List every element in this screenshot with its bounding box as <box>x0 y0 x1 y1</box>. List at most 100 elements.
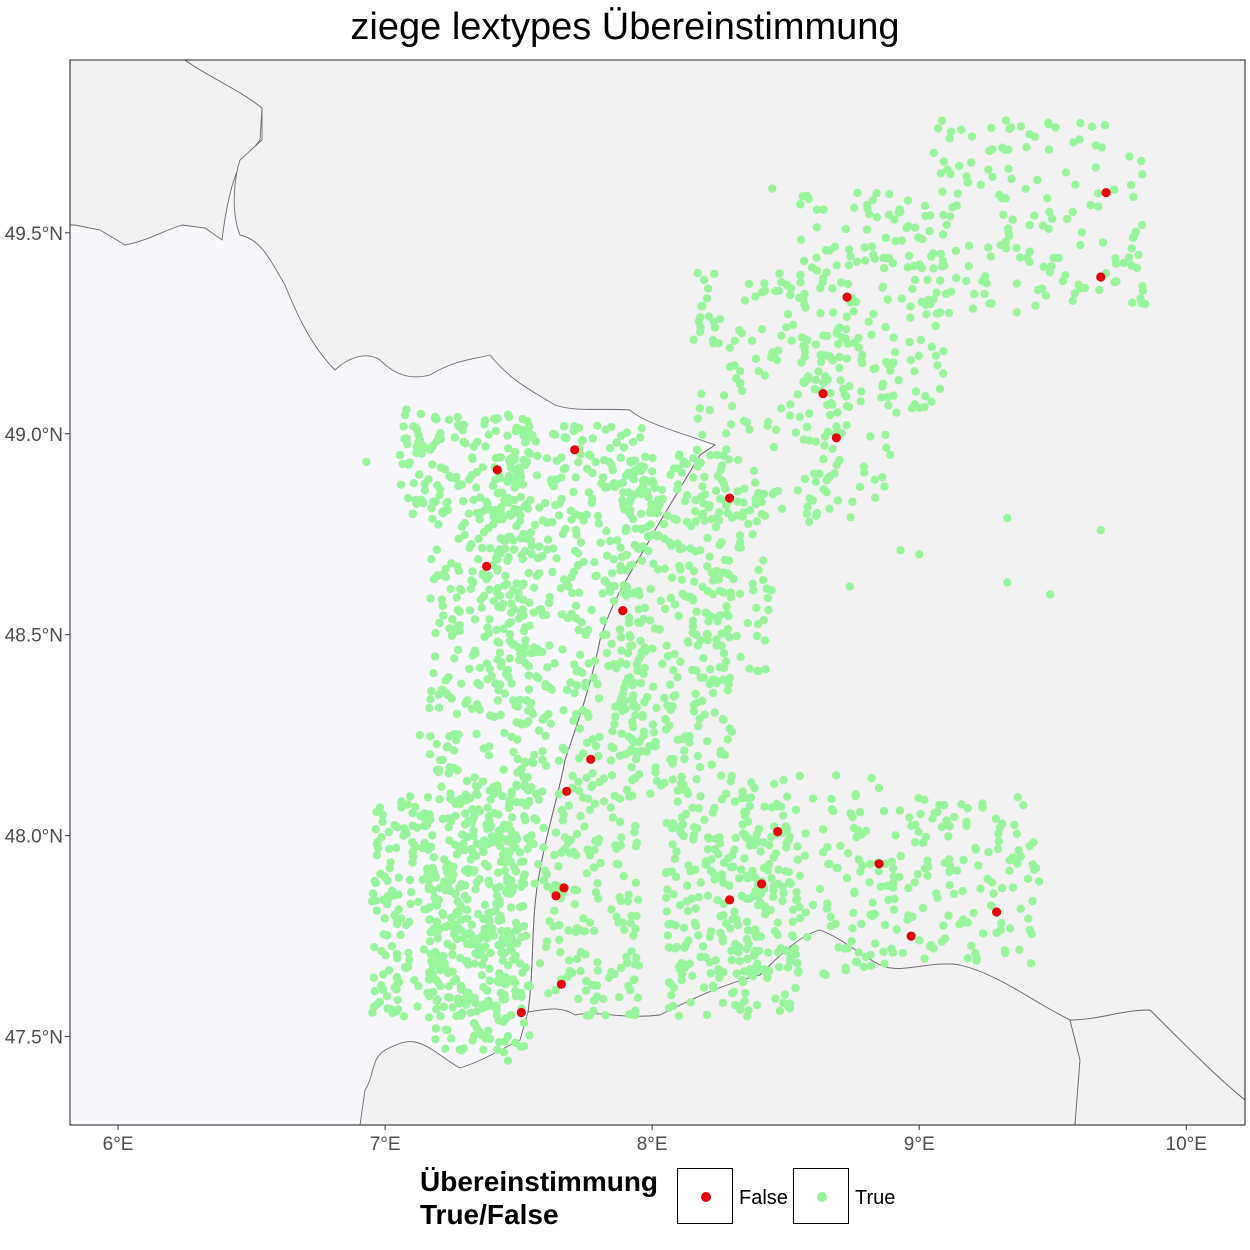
true-point <box>727 727 737 736</box>
false-point <box>551 891 561 901</box>
true-point <box>587 498 596 508</box>
true-point <box>493 655 502 664</box>
true-point <box>818 825 828 834</box>
true-point <box>435 883 445 893</box>
true-point <box>507 679 516 688</box>
true-point <box>611 841 620 850</box>
true-point <box>743 817 753 826</box>
true-point <box>517 764 526 774</box>
true-point <box>571 601 581 611</box>
true-point <box>480 836 489 845</box>
true-point <box>929 249 938 258</box>
true-point <box>521 623 530 632</box>
true-point <box>648 530 658 539</box>
true-point <box>694 721 703 731</box>
true-point <box>398 459 407 469</box>
true-point <box>782 280 792 290</box>
true-point <box>1129 192 1138 202</box>
true-point <box>431 497 440 506</box>
true-point <box>862 225 872 234</box>
true-point <box>616 453 625 463</box>
true-point <box>410 976 419 985</box>
true-point <box>500 866 509 875</box>
true-point <box>947 287 956 296</box>
true-point <box>812 508 822 518</box>
true-point <box>742 418 751 427</box>
true-point <box>683 881 692 890</box>
true-point <box>613 536 622 545</box>
true-point <box>943 165 952 174</box>
true-point <box>733 497 742 506</box>
true-point <box>550 430 559 439</box>
true-point <box>1077 228 1087 237</box>
true-point <box>456 799 465 809</box>
true-point <box>655 625 664 634</box>
true-point <box>662 907 671 916</box>
true-point <box>729 862 738 872</box>
true-point <box>520 870 529 879</box>
true-point <box>513 924 523 934</box>
true-point <box>688 971 697 981</box>
true-point <box>978 929 988 938</box>
true-point <box>691 904 700 913</box>
true-point <box>691 507 700 516</box>
true-point <box>800 300 809 309</box>
true-point <box>860 243 869 252</box>
true-point <box>896 546 905 555</box>
true-point <box>825 352 835 362</box>
true-point <box>752 1000 762 1010</box>
true-point <box>472 789 481 798</box>
true-point <box>498 792 507 801</box>
true-point <box>609 743 618 753</box>
true-point <box>471 885 480 894</box>
true-point <box>697 389 706 398</box>
true-point <box>734 948 743 957</box>
true-point <box>885 190 894 199</box>
true-point <box>452 934 462 944</box>
true-point <box>525 797 534 807</box>
false-point <box>586 754 596 764</box>
true-point <box>937 822 947 832</box>
true-point <box>1002 244 1011 253</box>
true-point <box>514 614 524 623</box>
true-point <box>757 325 767 334</box>
true-point <box>538 610 548 620</box>
true-point <box>582 869 591 878</box>
true-point <box>1071 180 1080 189</box>
true-point <box>370 876 379 886</box>
true-point <box>538 747 547 756</box>
true-point <box>699 499 708 508</box>
true-point <box>1019 801 1028 810</box>
true-point <box>865 210 874 219</box>
true-point <box>933 361 942 370</box>
true-point <box>792 888 801 897</box>
true-point <box>422 820 432 830</box>
true-point <box>673 539 682 548</box>
true-point <box>904 222 913 231</box>
true-point <box>453 766 462 775</box>
true-point <box>623 897 633 906</box>
true-point <box>396 480 406 489</box>
true-point <box>692 607 701 616</box>
true-point <box>878 379 888 388</box>
true-point <box>470 959 479 968</box>
true-point <box>714 516 724 525</box>
true-point <box>702 1010 712 1020</box>
true-point <box>464 509 474 518</box>
true-point <box>878 282 888 291</box>
true-point <box>929 264 938 273</box>
true-point <box>963 803 972 813</box>
true-point <box>531 789 541 799</box>
true-point <box>475 680 485 690</box>
true-point <box>830 242 840 251</box>
true-point <box>631 524 640 533</box>
true-point <box>429 574 439 584</box>
true-point <box>718 675 728 684</box>
true-point <box>447 1034 456 1043</box>
legend-key-true <box>793 1168 849 1224</box>
true-point <box>761 904 770 913</box>
true-point <box>748 866 757 876</box>
true-point <box>598 473 608 482</box>
true-point <box>880 959 889 968</box>
true-point <box>812 223 821 232</box>
